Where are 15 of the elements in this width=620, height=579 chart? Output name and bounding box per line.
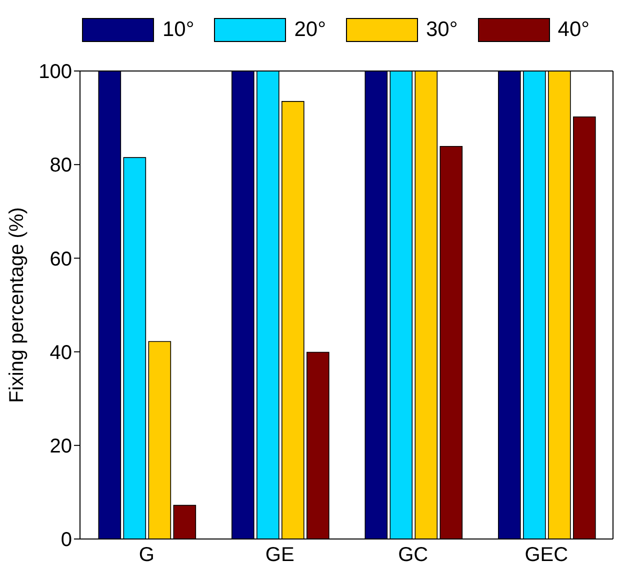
y-tick-label: 20 xyxy=(50,436,72,458)
y-tick-label: 40 xyxy=(50,342,72,364)
legend-label: 10° xyxy=(162,18,194,42)
x-tick-label: GEC xyxy=(524,544,568,566)
x-tick-label: G xyxy=(138,544,154,566)
y-axis-title: Fixing percentage (%) xyxy=(6,207,28,403)
y-tick-label: 60 xyxy=(50,248,72,270)
x-tick-label: GC xyxy=(398,544,428,566)
legend-label: 30° xyxy=(426,18,458,42)
y-tick-label: 80 xyxy=(50,154,72,177)
x-tick-label: GE xyxy=(265,544,294,566)
y-tick-label: 0 xyxy=(60,529,72,552)
legend-label: 20° xyxy=(294,18,326,42)
legend-label: 40° xyxy=(558,18,590,42)
y-tick-label: 100 xyxy=(38,61,72,84)
